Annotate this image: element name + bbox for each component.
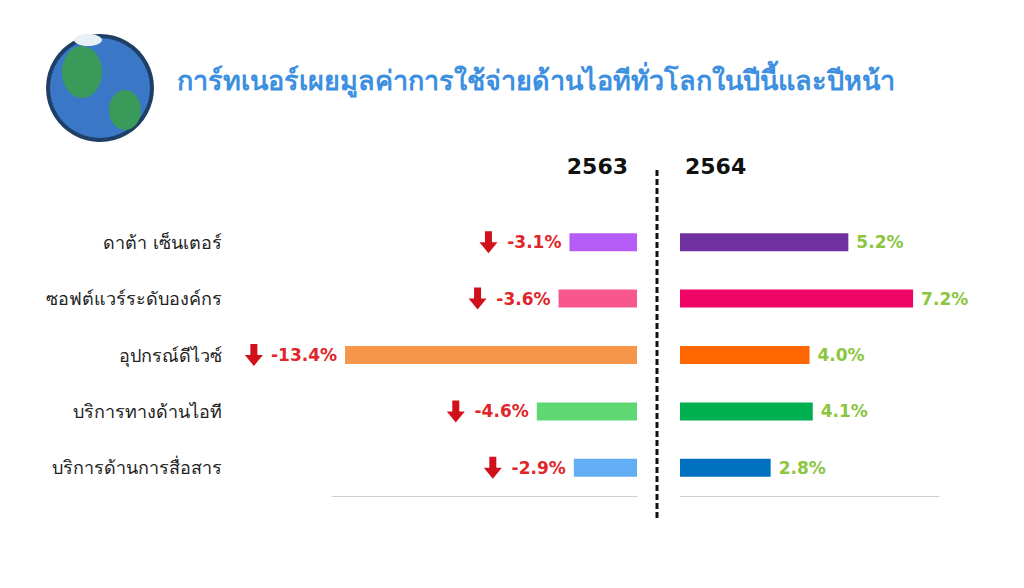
svg-text:-3.6%: -3.6% — [496, 289, 550, 309]
svg-text:บริการด้านการสื่อสาร: บริการด้านการสื่อสาร — [52, 455, 222, 478]
svg-text:2.8%: 2.8% — [779, 458, 826, 478]
svg-text:4.0%: 4.0% — [818, 345, 865, 365]
svg-text:ดาต้า เซ็นเตอร์: ดาต้า เซ็นเตอร์ — [103, 231, 222, 253]
svg-text:-3.1%: -3.1% — [507, 232, 561, 252]
svg-text:-4.6%: -4.6% — [475, 401, 529, 421]
svg-text:อุปกรณ์ดีไวซ์: อุปกรณ์ดีไวซ์ — [119, 345, 222, 367]
svg-text:2563: 2563 — [567, 154, 628, 179]
svg-text:7.2%: 7.2% — [921, 289, 968, 309]
svg-text:4.1%: 4.1% — [821, 401, 868, 421]
svg-text:5.2%: 5.2% — [856, 232, 903, 252]
svg-text:ซอฟต์แวร์ระดับองค์กร: ซอฟต์แวร์ระดับองค์กร — [46, 288, 222, 309]
svg-text:2564: 2564 — [685, 154, 746, 179]
svg-text:การ์ทเนอร์เผยมูลค่าการใช้จ่ายด: การ์ทเนอร์เผยมูลค่าการใช้จ่ายด้านไอทีทั่… — [177, 60, 895, 98]
svg-text:บริการทางด้านไอที: บริการทางด้านไอที — [73, 401, 222, 422]
svg-text:-2.9%: -2.9% — [512, 458, 566, 478]
svg-text:-13.4%: -13.4% — [271, 345, 337, 365]
